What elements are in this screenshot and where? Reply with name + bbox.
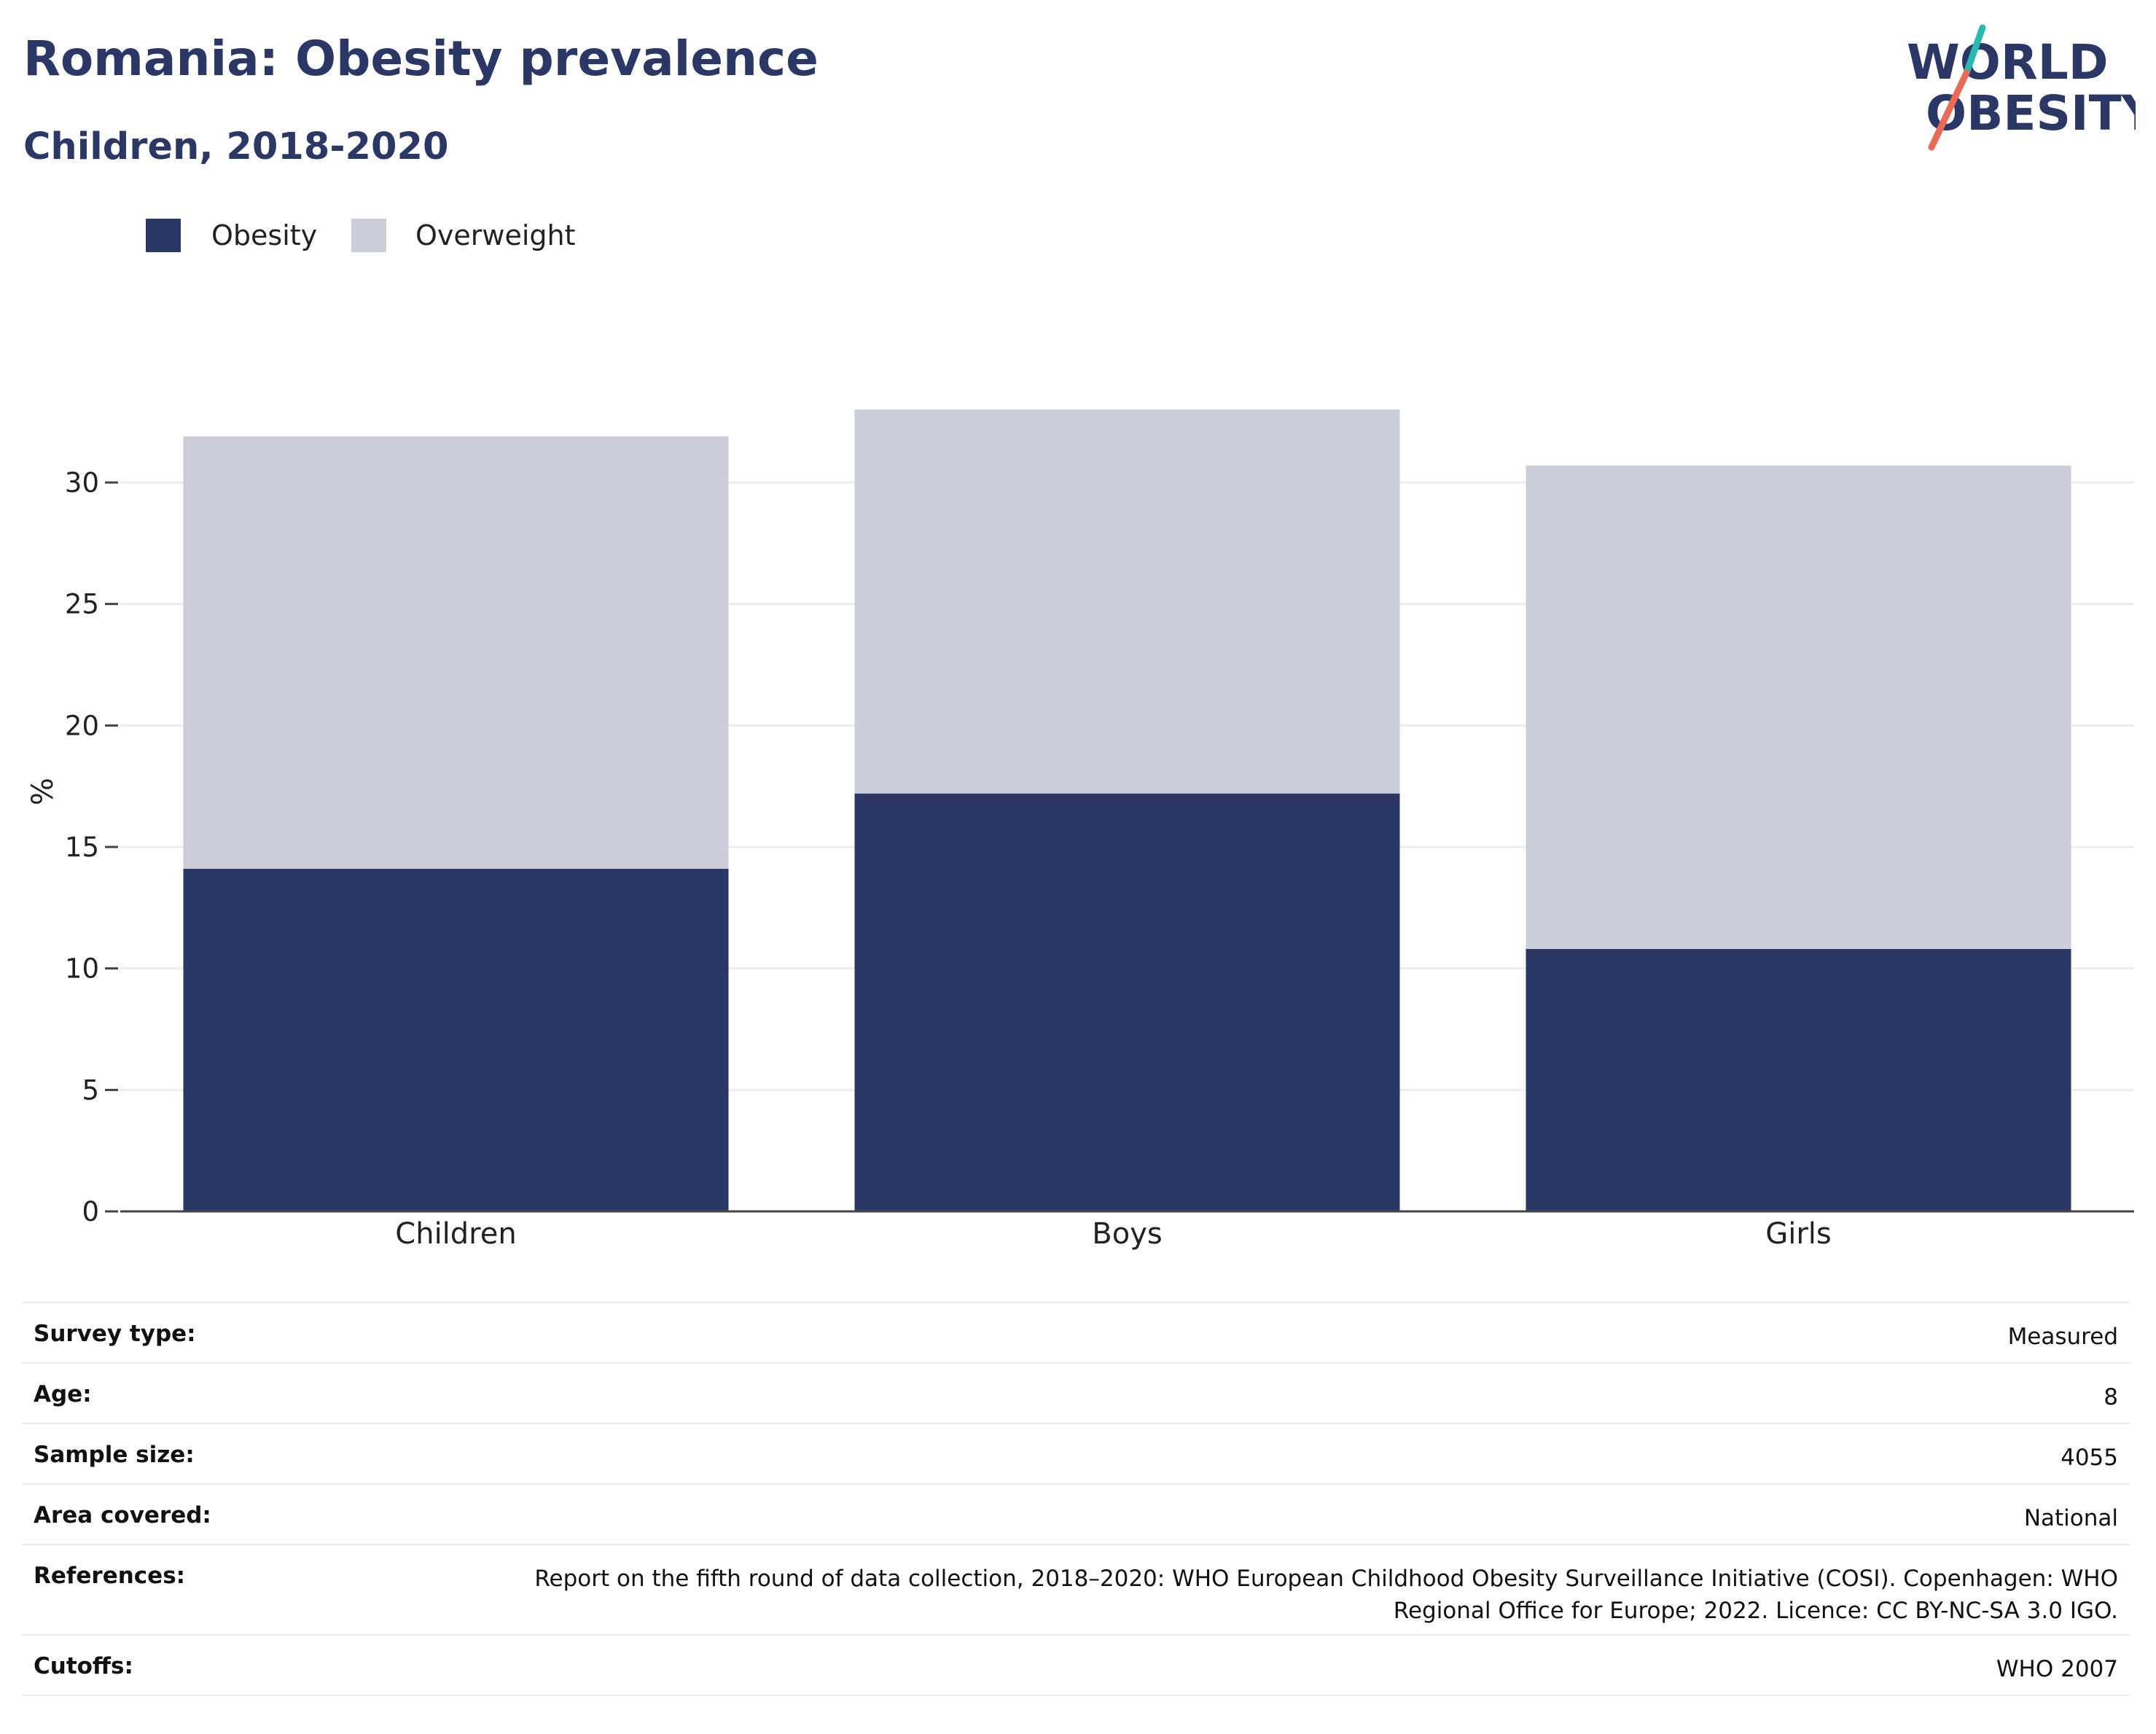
- legend-label-obesity: Obesity: [211, 219, 318, 251]
- info-value: WHO 2007: [1996, 1656, 2118, 1682]
- logo-text-world: WORLD: [1907, 34, 2109, 90]
- y-tick-label: 5: [82, 1074, 99, 1106]
- y-tick-label: 15: [65, 832, 99, 863]
- bar-obesity-children: [183, 869, 729, 1211]
- bar-overweight-girls: [1526, 465, 2071, 949]
- info-label: Area covered:: [34, 1502, 211, 1528]
- info-row-age: Age: 8: [22, 1364, 2130, 1424]
- y-tick-label: 10: [65, 953, 99, 985]
- bar-obesity-boys: [854, 793, 1400, 1211]
- x-tick-label: Children: [395, 1217, 516, 1251]
- legend-swatch-obesity: [146, 219, 181, 252]
- y-tick-label: 25: [65, 589, 99, 620]
- x-tick-label: Girls: [1765, 1217, 1832, 1251]
- legend-label-overweight: Overweight: [415, 219, 576, 251]
- info-row-references: References: Report on the fifth round of…: [22, 1545, 2130, 1636]
- bar-overweight-boys: [854, 410, 1400, 794]
- y-tick-label: 0: [82, 1196, 99, 1227]
- legend-swatch-overweight: [351, 219, 386, 252]
- info-value: National: [2023, 1505, 2118, 1531]
- chart-title: Romania: Obesity prevalence: [23, 31, 819, 87]
- info-label: Survey type:: [34, 1321, 196, 1347]
- info-label: Cutoffs:: [34, 1653, 133, 1679]
- info-row-survey-type: Survey type: Measured: [22, 1303, 2130, 1364]
- bar-overweight-children: [183, 436, 729, 869]
- info-value: 4055: [2061, 1445, 2118, 1471]
- world-obesity-logo: WORLD OBESITY: [1907, 24, 2136, 151]
- info-label: Sample size:: [34, 1442, 195, 1468]
- info-value: Report on the fifth round of data collec…: [534, 1566, 2118, 1624]
- info-row-cutoffs: Cutoffs: WHO 2007: [22, 1636, 2130, 1696]
- y-tick-label: 20: [65, 710, 99, 741]
- y-axis-label: %: [26, 778, 60, 805]
- info-label: Age:: [34, 1381, 92, 1407]
- chart-subtitle: Children, 2018-2020: [23, 125, 449, 168]
- info-label: References:: [34, 1563, 186, 1589]
- info-value: Measured: [2007, 1324, 2118, 1350]
- info-row-sample-size: Sample size: 4055: [22, 1424, 2130, 1485]
- bar-chart: 0 5 10 15 20 25 30% Children Boys Girls: [26, 410, 2134, 1251]
- logo-slash-bottom: [1928, 69, 1970, 151]
- info-value: 8: [2104, 1384, 2118, 1410]
- x-tick-label: Boys: [1092, 1217, 1162, 1251]
- bar-obesity-girls: [1526, 949, 2071, 1211]
- logo-slash-top: [1963, 24, 1986, 77]
- info-table: Survey type: Measured Age: 8 Sample size…: [22, 1302, 2130, 1696]
- info-row-area-covered: Area covered: National: [22, 1485, 2130, 1545]
- logo-text-obesity: OBESITY: [1926, 85, 2136, 141]
- y-tick-label: 30: [65, 467, 99, 499]
